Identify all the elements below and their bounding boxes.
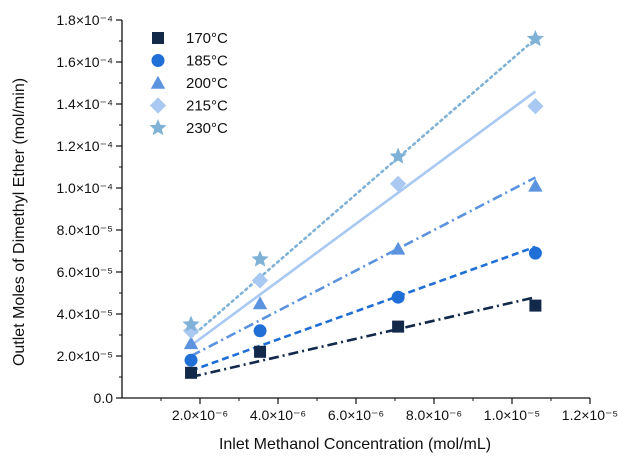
data-point — [182, 315, 200, 332]
data-point — [528, 246, 542, 260]
fit-line — [190, 245, 536, 372]
series-0 — [190, 295, 536, 379]
data-point — [184, 353, 198, 367]
legend-label: 200°C — [186, 75, 228, 92]
fit-line — [189, 37, 537, 339]
x-tick-label: 4.0×10⁻⁶ — [250, 407, 306, 423]
x-tick-label: 1.0×10⁻⁵ — [484, 407, 540, 423]
legend-label: 170°C — [186, 30, 228, 47]
y-tick-label: 2.0×10⁻⁵ — [57, 348, 113, 364]
series-4 — [189, 37, 537, 339]
y-axis-title: Outlet Moles of Dimethyl Ether (mol/min) — [11, 78, 28, 366]
series-points-0 — [185, 299, 542, 379]
y-tick-label: 1.6×10⁻⁴ — [56, 54, 113, 70]
series-points-4 — [182, 29, 544, 332]
data-point — [251, 272, 269, 289]
series-2 — [190, 176, 536, 358]
data-point — [185, 366, 198, 379]
series-points-1 — [184, 246, 542, 367]
legend-marker — [151, 54, 165, 67]
y-tick-label: 6.0×10⁻⁵ — [57, 264, 113, 280]
series-1 — [190, 245, 536, 372]
data-point — [527, 98, 544, 115]
axes: 0.0 2.0×10⁻⁵ 4.0×10⁻⁵ 6.0×10⁻⁵ 8.0×10⁻⁵ 1.0×1… — [56, 12, 618, 423]
y-tick-label: 4.0×10⁻⁵ — [57, 306, 113, 322]
x-axis-title: Inlet Methanol Concentration (mol/mL) — [219, 436, 491, 453]
data-point — [252, 296, 268, 310]
y-tick-label: 1.8×10⁻⁴ — [56, 12, 113, 28]
legend-label: 230°C — [186, 120, 228, 137]
x-tick-label: 1.2×10⁻⁵ — [562, 407, 618, 423]
y-tick-label: 1.0×10⁻⁴ — [56, 180, 113, 196]
data-point — [391, 290, 405, 304]
y-tick-label: 8.0×10⁻⁵ — [57, 222, 113, 238]
fit-line — [190, 90, 537, 347]
x-tick-label: 6.0×10⁻⁶ — [328, 407, 384, 423]
data-point — [389, 147, 407, 164]
legend-marker — [149, 119, 167, 136]
data-point — [254, 345, 267, 358]
legend-label: 215°C — [186, 98, 228, 115]
y-tick-label: 0.0 — [94, 390, 114, 406]
data-point — [528, 178, 543, 192]
x-tick-label: 2.0×10⁻⁶ — [172, 407, 228, 423]
data-point — [529, 299, 542, 312]
data-point — [390, 241, 406, 255]
series-points-2 — [183, 178, 543, 350]
data-point — [253, 324, 267, 338]
fit-line — [190, 295, 536, 379]
y-tick-label: 1.2×10⁻⁴ — [56, 138, 113, 154]
data-point — [526, 29, 544, 47]
legend-label: 185°C — [186, 53, 228, 70]
fit-line — [190, 176, 536, 358]
y-tick-label: 1.4×10⁻⁴ — [56, 96, 113, 112]
data-point — [251, 250, 269, 267]
data-point — [183, 336, 199, 350]
x-tick-label: 8.0×10⁻⁶ — [406, 407, 462, 423]
legend-marker — [152, 32, 164, 44]
legend-marker — [149, 97, 167, 114]
series-3 — [190, 90, 537, 347]
data-point — [390, 175, 407, 192]
legend: 170°C 185°C 200°C 215°C 230°C — [149, 30, 228, 137]
plot-area — [182, 29, 544, 379]
data-point — [392, 320, 405, 333]
legend-marker — [150, 75, 166, 89]
